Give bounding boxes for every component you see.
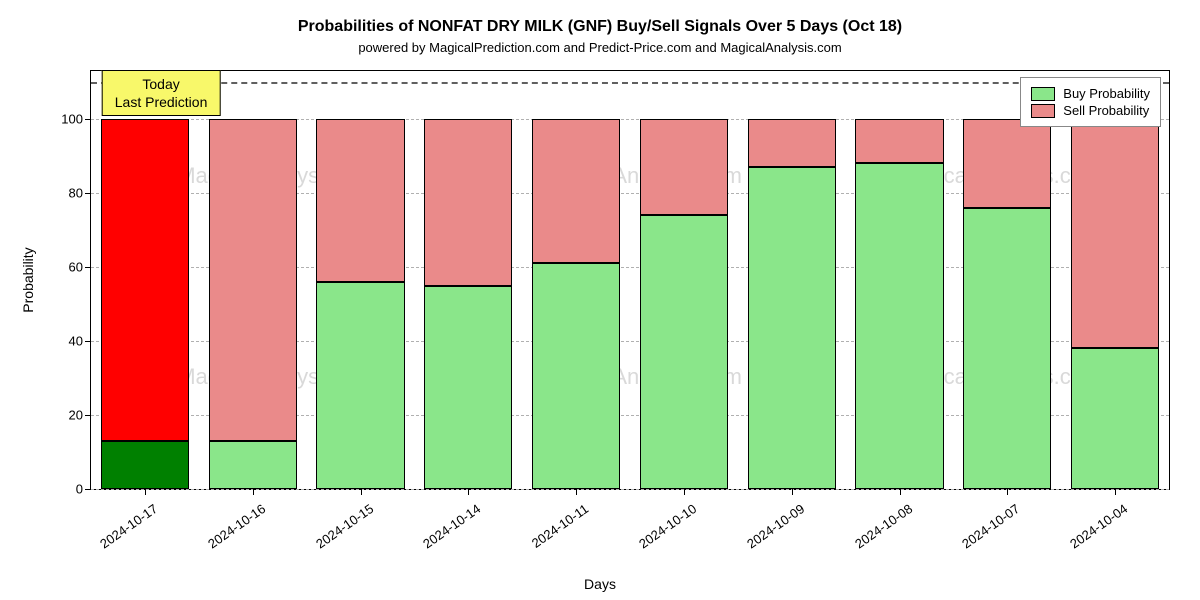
- bar-buy: [963, 208, 1051, 489]
- xtick-mark: [468, 489, 469, 495]
- bar-group: [640, 71, 728, 489]
- bar-group: [316, 71, 404, 489]
- xtick-mark: [576, 489, 577, 495]
- xtick-mark: [684, 489, 685, 495]
- annotation-line1: Today: [115, 76, 208, 94]
- xtick-label: 2024-10-10: [636, 501, 699, 551]
- bar-buy: [532, 263, 620, 489]
- plot-area: MagicalAnalysis.comMagicalAnalysis.comMa…: [90, 70, 1170, 490]
- xtick-label: 2024-10-07: [959, 501, 1022, 551]
- bar-sell: [640, 119, 728, 215]
- legend-item-sell: Sell Probability: [1031, 103, 1150, 118]
- xtick-mark: [1115, 489, 1116, 495]
- bars-layer: [91, 71, 1169, 489]
- xtick-mark: [361, 489, 362, 495]
- bar-buy: [748, 167, 836, 489]
- xtick-mark: [792, 489, 793, 495]
- xtick-label: 2024-10-15: [313, 501, 376, 551]
- xtick-mark: [1007, 489, 1008, 495]
- bar-group: [748, 71, 836, 489]
- xtick-label: 2024-10-04: [1067, 501, 1130, 551]
- bar-buy: [209, 441, 297, 489]
- bar-sell: [209, 119, 297, 441]
- xtick-mark: [145, 489, 146, 495]
- bar-buy: [101, 441, 189, 489]
- ytick-label: 80: [69, 186, 91, 201]
- xtick-mark: [253, 489, 254, 495]
- ytick-label: 60: [69, 260, 91, 275]
- xtick-mark: [900, 489, 901, 495]
- bar-group: [1071, 71, 1159, 489]
- bar-group: [855, 71, 943, 489]
- ytick-label: 0: [76, 482, 91, 497]
- ytick-label: 40: [69, 334, 91, 349]
- legend-swatch-sell: [1031, 104, 1055, 118]
- legend: Buy Probability Sell Probability: [1020, 77, 1161, 127]
- chart-container: Probabilities of NONFAT DRY MILK (GNF) B…: [0, 0, 1200, 600]
- bar-group: [209, 71, 297, 489]
- xtick-label: 2024-10-14: [420, 501, 483, 551]
- xtick-label: 2024-10-16: [205, 501, 268, 551]
- xtick-label: 2024-10-17: [97, 501, 160, 551]
- bar-sell: [748, 119, 836, 167]
- ytick-label: 100: [61, 112, 91, 127]
- chart-title: Probabilities of NONFAT DRY MILK (GNF) B…: [30, 18, 1170, 36]
- bar-buy: [855, 163, 943, 489]
- bar-sell: [316, 119, 404, 282]
- legend-label-buy: Buy Probability: [1063, 86, 1150, 101]
- chart-subtitle: powered by MagicalPrediction.com and Pre…: [30, 40, 1170, 55]
- bar-sell: [855, 119, 943, 163]
- xtick-label: 2024-10-08: [852, 501, 915, 551]
- bar-buy: [1071, 348, 1159, 489]
- bar-group: [532, 71, 620, 489]
- bar-buy: [316, 282, 404, 489]
- bar-group: [424, 71, 512, 489]
- bar-group: [101, 71, 189, 489]
- legend-label-sell: Sell Probability: [1063, 103, 1149, 118]
- bar-group: [963, 71, 1051, 489]
- bar-buy: [640, 215, 728, 489]
- ytick-label: 20: [69, 408, 91, 423]
- x-axis-label: Days: [584, 576, 616, 592]
- bar-sell: [532, 119, 620, 263]
- xtick-label: 2024-10-11: [529, 501, 591, 551]
- bar-sell: [963, 119, 1051, 208]
- today-annotation: Today Last Prediction: [102, 70, 221, 116]
- legend-item-buy: Buy Probability: [1031, 86, 1150, 101]
- bar-sell: [424, 119, 512, 285]
- annotation-line2: Last Prediction: [115, 94, 208, 112]
- xtick-label: 2024-10-09: [744, 501, 807, 551]
- bar-sell: [1071, 119, 1159, 348]
- bar-sell: [101, 119, 189, 441]
- y-axis-label: Probability: [20, 247, 36, 312]
- legend-swatch-buy: [1031, 87, 1055, 101]
- bar-buy: [424, 286, 512, 489]
